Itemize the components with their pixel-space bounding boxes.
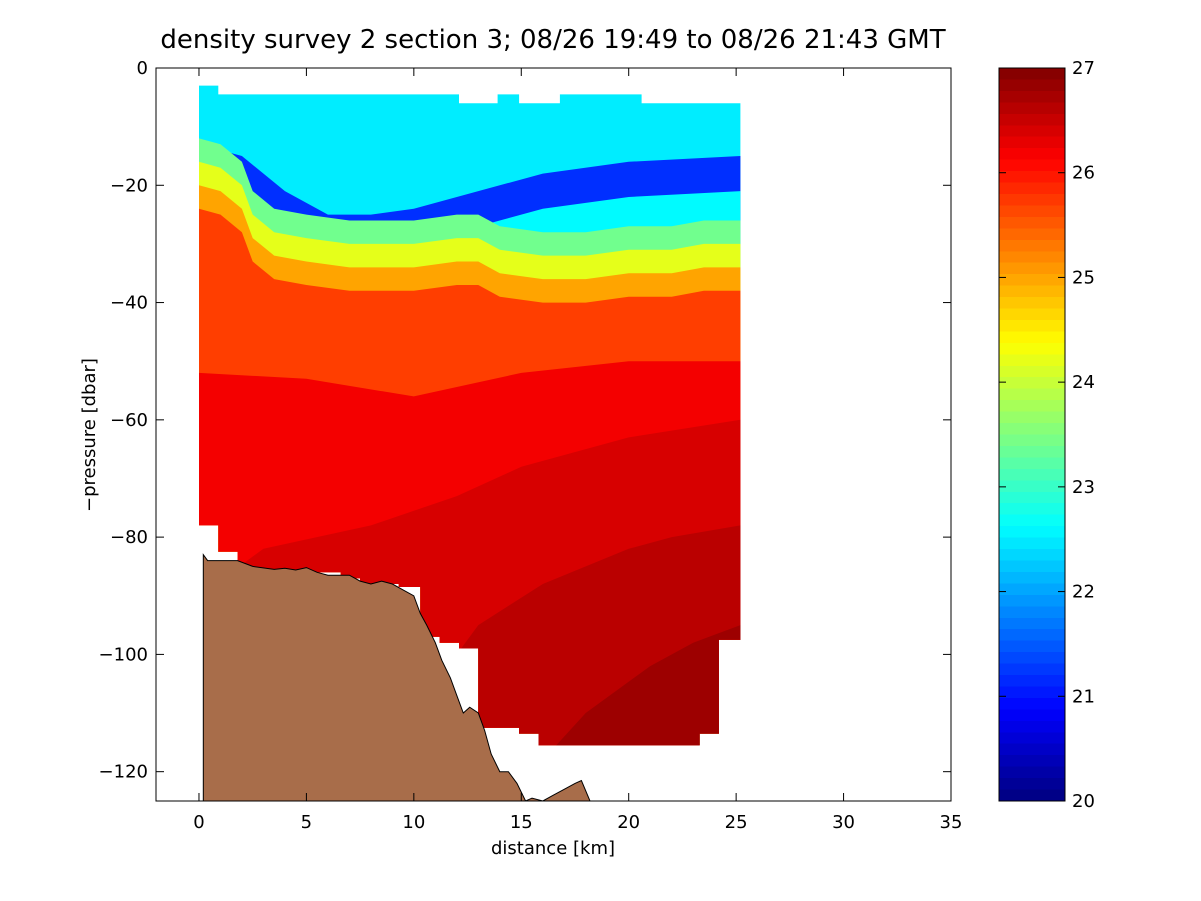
plot-frame — [155, 67, 952, 802]
bathymetry-seafloor — [202, 553, 591, 801]
colorbar-tick-label: 20 — [1072, 791, 1095, 812]
colorbar: 20 21 22 23 24 25 26 27 — [998, 58, 1095, 812]
x-axis-label: distance [km] — [491, 838, 615, 859]
x-tick-label: 35 — [940, 812, 963, 833]
y-tick-label: −100 — [99, 644, 148, 665]
x-tick-label: 25 — [725, 812, 748, 833]
deep-density-band-3 — [199, 525, 741, 746]
y-tick-label: −60 — [110, 410, 148, 431]
y-tick-label: 0 — [137, 58, 148, 79]
x-tick-label: 20 — [617, 812, 640, 833]
colorbar-ticks: 20 21 22 23 24 25 26 27 — [999, 58, 1095, 812]
y-axis-ticks: 0 −20 −40 −60 −80 −100 −120 — [99, 58, 951, 783]
y-tick-label: −120 — [99, 762, 148, 783]
y-tick-label: −80 — [110, 527, 148, 548]
plot-area: 0 5 10 15 20 25 30 35 0 −20 −40 −60 −80 −100 −120 — [99, 58, 963, 833]
colorbar-tick-label: 26 — [1072, 163, 1095, 184]
x-tick-label: 10 — [402, 812, 425, 833]
x-tick-label: 0 — [193, 812, 204, 833]
x-tick-label: 30 — [832, 812, 855, 833]
colorbar-tick-label: 23 — [1072, 477, 1095, 498]
colorbar-tick-label: 25 — [1072, 267, 1095, 288]
x-tick-label: 5 — [301, 812, 312, 833]
y-axis-label: −pressure [dbar] — [79, 358, 100, 512]
chart-title: density survey 2 section 3; 08/26 19:49 … — [160, 25, 945, 55]
x-tick-label: 15 — [510, 812, 533, 833]
y-tick-label: −20 — [110, 175, 148, 196]
colorbar-tick-label: 22 — [1072, 582, 1095, 603]
colorbar-tick-label: 24 — [1072, 372, 1095, 393]
plot-contents — [199, 85, 741, 801]
y-tick-label: −40 — [110, 293, 148, 314]
x-axis-ticks: 0 5 10 15 20 25 30 35 — [193, 68, 962, 833]
colorbar-tick-label: 21 — [1072, 686, 1095, 707]
colorbar-tick-label: 27 — [1072, 58, 1095, 79]
colorbar-scale — [998, 67, 1066, 802]
